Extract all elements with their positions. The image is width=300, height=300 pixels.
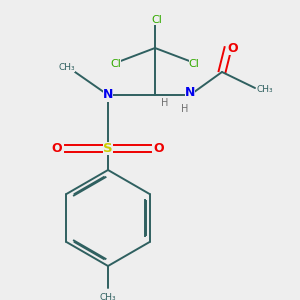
Text: CH₃: CH₃ [59, 62, 75, 71]
Text: N: N [103, 88, 113, 101]
Text: N: N [185, 86, 195, 100]
Text: H: H [161, 98, 169, 108]
Text: O: O [52, 142, 62, 154]
Text: O: O [228, 41, 238, 55]
Text: CH₃: CH₃ [100, 293, 116, 300]
Text: O: O [154, 142, 164, 154]
Text: Cl: Cl [189, 59, 200, 69]
Text: Cl: Cl [152, 15, 162, 25]
Text: Cl: Cl [111, 59, 122, 69]
Text: CH₃: CH₃ [257, 85, 273, 94]
Text: H: H [181, 104, 189, 114]
Text: S: S [103, 142, 113, 154]
